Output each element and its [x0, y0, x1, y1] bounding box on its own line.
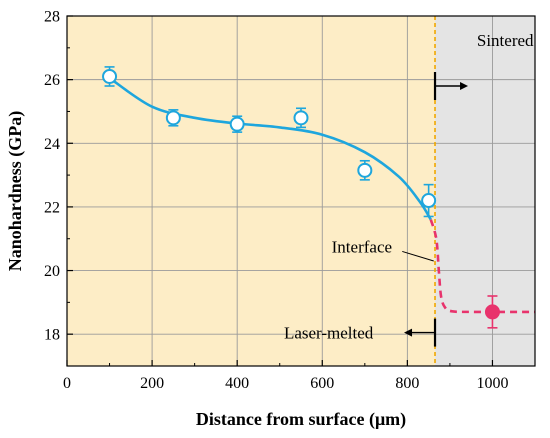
point-marker: [229, 116, 245, 132]
data-point: [293, 107, 309, 129]
interface-leader: [402, 250, 434, 262]
region-laser-melted-bg: [67, 16, 436, 366]
y-tick-label: 26: [44, 72, 60, 89]
data-point: [229, 115, 245, 133]
sintered-label: Sintered: [477, 31, 534, 50]
region-sintered-bg: [435, 16, 535, 366]
x-tick-label: 0: [63, 375, 71, 392]
point-marker: [293, 110, 309, 126]
laser-melted-label: Laser-melted: [284, 324, 374, 343]
y-tick-label: 18: [44, 327, 60, 344]
data-point: [165, 109, 181, 127]
data-points: [102, 66, 500, 329]
laser-melted-arrowhead: [404, 328, 413, 337]
axis-ticks: [66, 15, 494, 366]
data-point: [484, 295, 500, 329]
interface-label: Interface: [332, 238, 392, 257]
x-tick-label: 1000: [476, 375, 508, 392]
y-tick-label: 24: [44, 136, 60, 153]
transition-curve: [429, 219, 536, 314]
tick-labels: 0 200 400 600 800 1000 18 20 22 24 26 28: [44, 9, 508, 393]
point-marker: [421, 193, 437, 209]
x-tick-label: 400: [225, 375, 249, 392]
sintered-arrowhead: [460, 82, 469, 90]
plot-frame: [66, 15, 536, 367]
point-marker: [484, 304, 500, 320]
point-marker: [102, 68, 118, 84]
y-axis-label: Nanohardness (GPa): [5, 111, 26, 272]
data-point: [421, 183, 437, 218]
x-tick-label: 600: [310, 375, 334, 392]
y-tick-label: 20: [44, 263, 60, 280]
y-tick-label: 22: [44, 199, 60, 216]
point-marker: [165, 110, 181, 126]
grid: [67, 16, 535, 366]
x-tick-label: 200: [140, 375, 164, 392]
point-marker: [357, 162, 373, 178]
data-point: [357, 159, 373, 181]
x-axis-label: Distance from surface (μm): [196, 409, 406, 430]
annotations: Sintered Laser-melted Interface: [284, 31, 534, 347]
data-point: [102, 66, 118, 87]
x-tick-label: 800: [395, 375, 419, 392]
y-tick-label: 28: [44, 9, 60, 26]
